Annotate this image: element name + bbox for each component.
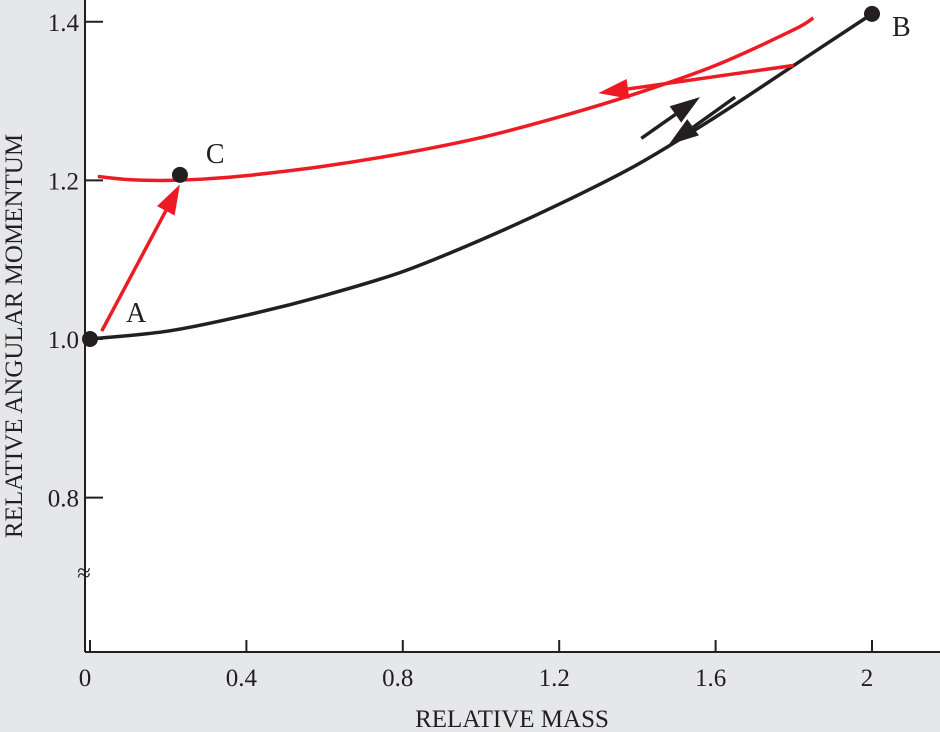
x-tick-label: 0 (79, 665, 92, 692)
arrow-shaft (627, 63, 795, 91)
y-tick-label: 1.0 (48, 327, 79, 354)
axes: ≈ (77, 0, 940, 653)
plot-area (85, 0, 940, 652)
arrows (100, 63, 795, 332)
ticks: 0 0.4 0.8 1.2 1.6 2 0.8 1.0 1.2 1.4 (48, 10, 874, 692)
arrow-head (598, 79, 630, 99)
arrow-head (668, 119, 699, 145)
point-label-a: A (126, 298, 147, 329)
arrow-head (669, 97, 700, 123)
red-curve (97, 16, 815, 183)
black-curve (89, 12, 873, 341)
x-tick-label: 2 (861, 665, 874, 692)
arrow-shaft (692, 95, 737, 129)
x-tick-label: 1.2 (539, 665, 570, 692)
curves (89, 12, 873, 341)
point-label-c: C (206, 139, 225, 170)
x-tick-label: 0.8 (382, 665, 413, 692)
point-c (171, 166, 188, 183)
x-tick-label: 0.4 (226, 665, 258, 692)
y-tick-label: 0.8 (48, 486, 79, 513)
arrow-shaft (100, 210, 168, 332)
arrow-shaft (640, 112, 677, 140)
point-label-b: B (892, 12, 911, 43)
y-axis-title: RELATIVE ANGULAR MOMENTUM (1, 134, 28, 538)
y-tick-label: 1.2 (48, 168, 79, 195)
y-axis-break: ≈ (77, 560, 91, 587)
x-tick-label: 1.6 (695, 665, 726, 692)
point-b (864, 5, 880, 22)
y-tick-label: 1.4 (48, 10, 80, 37)
x-axis-title: RELATIVE MASS (415, 706, 609, 732)
arrow-head (156, 184, 180, 216)
